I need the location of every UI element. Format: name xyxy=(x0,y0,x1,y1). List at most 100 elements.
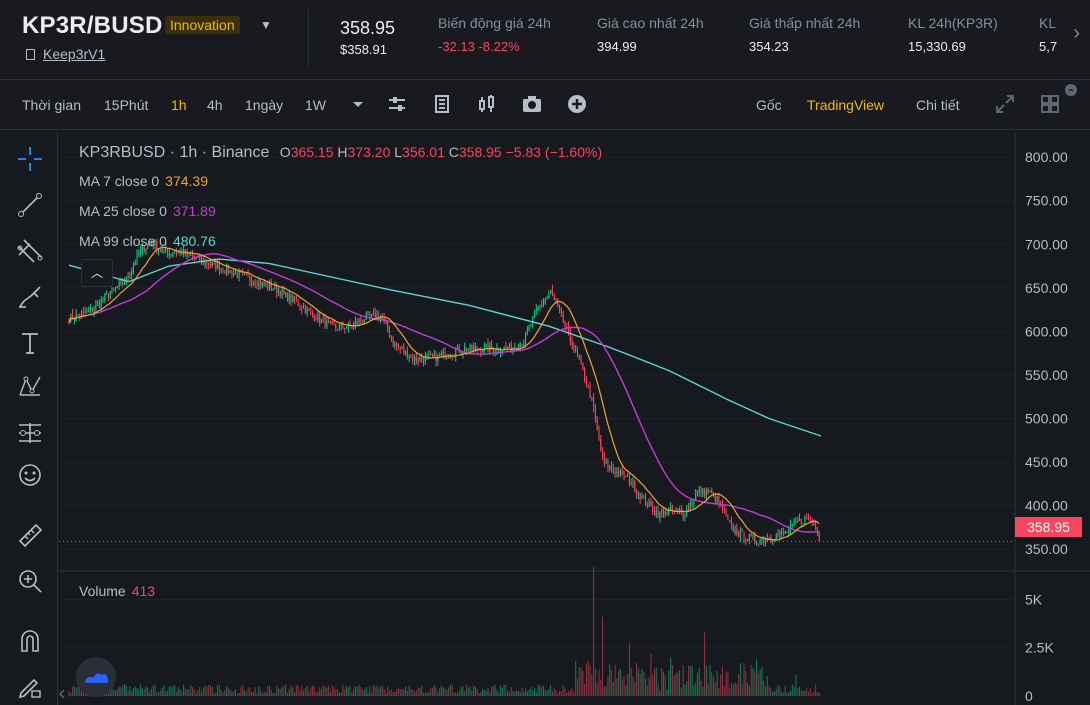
view-original-tab[interactable]: Gốc xyxy=(756,97,782,113)
volume-bar xyxy=(621,679,623,696)
candle-body xyxy=(636,492,638,494)
candle-body xyxy=(211,261,213,266)
ma7-legend[interactable]: MA 7 close 0 374.39 xyxy=(79,173,208,189)
smiley-icon[interactable] xyxy=(16,461,44,489)
tradingview-logo-icon[interactable] xyxy=(76,657,116,697)
candle-body xyxy=(286,292,288,301)
interval-1w[interactable]: 1W xyxy=(305,97,326,113)
volume-bar xyxy=(775,688,777,696)
candle-body xyxy=(514,347,516,349)
volume-bar xyxy=(313,686,315,696)
volume-bar xyxy=(501,687,503,696)
pair-dropdown-icon[interactable]: ▼ xyxy=(260,18,272,32)
more-intervals-dropdown-icon[interactable] xyxy=(347,93,369,115)
volume-bar xyxy=(517,690,519,696)
magnet-icon[interactable] xyxy=(16,627,44,655)
chart-area[interactable]: 800.00 750.00 700.00 650.00 600.00 550.00 500.… xyxy=(57,131,1090,705)
candle-body xyxy=(319,314,321,323)
trend-line-icon[interactable] xyxy=(16,191,44,219)
camera-icon[interactable] xyxy=(521,93,543,115)
candle-body xyxy=(473,347,475,351)
volume-bar xyxy=(217,684,219,696)
pattern-tool-icon[interactable] xyxy=(16,373,44,401)
view-depth-tab[interactable]: Chi tiết xyxy=(916,97,960,113)
volume-bar xyxy=(426,693,428,696)
candle-body xyxy=(113,288,115,290)
candle-body xyxy=(684,516,686,519)
low-value: 356.01 xyxy=(402,144,445,160)
volume-bar xyxy=(575,661,577,696)
volume-bar xyxy=(79,686,81,696)
volume-bar xyxy=(442,687,444,696)
interval-15m[interactable]: 15Phút xyxy=(104,97,149,113)
candle-body xyxy=(653,510,656,514)
token-info-link[interactable]: Keep3rV1 xyxy=(26,46,105,62)
candle-body xyxy=(566,326,568,328)
interval-4h[interactable]: 4h xyxy=(207,97,223,113)
volume-bar xyxy=(804,690,806,696)
volume-bar xyxy=(360,687,362,696)
pair-title[interactable]: KP3R/BUSD xyxy=(22,12,163,39)
candle-body xyxy=(736,528,738,535)
volume-bar xyxy=(711,672,713,696)
brush-icon[interactable] xyxy=(16,283,44,311)
volume-bar xyxy=(403,689,405,696)
chevron-right-icon[interactable]: › xyxy=(1073,22,1080,44)
candle-body xyxy=(233,273,235,275)
view-tradingview-tab[interactable]: TradingView xyxy=(807,97,885,113)
candle-body xyxy=(677,509,679,511)
candle-body xyxy=(335,323,337,328)
add-plus-icon[interactable] xyxy=(566,93,588,115)
zoom-in-icon[interactable] xyxy=(16,567,44,595)
candle-body xyxy=(646,506,648,508)
candle-body xyxy=(571,341,573,348)
volume-bar xyxy=(505,684,507,696)
ma25-legend[interactable]: MA 25 close 0 371.89 xyxy=(79,203,216,219)
innovation-badge[interactable]: Innovation xyxy=(165,16,240,34)
price-chart[interactable]: 800.00 750.00 700.00 650.00 600.00 550.00 500.… xyxy=(59,131,1090,705)
candle-body xyxy=(337,328,339,330)
volume-bar xyxy=(498,692,500,696)
volume-bar xyxy=(763,680,765,696)
token-name[interactable]: Keep3rV1 xyxy=(43,46,106,62)
fullscreen-icon[interactable] xyxy=(994,93,1016,115)
candlestick-type-icon[interactable] xyxy=(476,93,498,115)
volume-bar xyxy=(587,660,589,696)
chart-settings-icon[interactable] xyxy=(386,93,408,115)
volume-bar xyxy=(111,688,113,696)
volume-bar xyxy=(165,691,167,696)
volume-bar xyxy=(268,685,271,696)
layout-grid-icon[interactable] xyxy=(1039,93,1061,115)
volume-bar xyxy=(197,689,199,696)
candle-body xyxy=(705,490,707,497)
candle-body xyxy=(576,350,579,356)
text-tool-icon[interactable] xyxy=(16,329,44,357)
crosshair-icon[interactable] xyxy=(16,145,44,173)
volume-bar xyxy=(816,692,818,696)
candle-body xyxy=(462,351,464,354)
prediction-tool-icon[interactable] xyxy=(16,419,44,447)
lock-drawing-icon[interactable] xyxy=(16,671,44,699)
volume-bar xyxy=(190,685,192,696)
ma99-legend[interactable]: MA 99 close 0 480.76 xyxy=(79,233,216,249)
volume-bar xyxy=(695,682,697,696)
candle-body xyxy=(754,535,756,542)
volume-bar xyxy=(251,691,253,696)
collapse-legend-button[interactable]: ︿ xyxy=(81,259,113,287)
candle-body xyxy=(199,255,201,262)
interval-1h[interactable]: 1h xyxy=(171,97,187,113)
candle-body xyxy=(93,308,95,313)
volume-bar xyxy=(657,683,659,696)
close-panel-icon[interactable] xyxy=(1064,83,1078,97)
interval-1d[interactable]: 1ngày xyxy=(245,97,284,113)
candle-body xyxy=(150,242,152,244)
indicators-icon[interactable] xyxy=(431,93,453,115)
candle-body xyxy=(200,259,203,261)
volume-bar xyxy=(503,684,505,696)
fib-tools-icon[interactable] xyxy=(16,237,44,265)
candle-body xyxy=(618,471,620,476)
ruler-icon[interactable] xyxy=(16,521,44,549)
scroll-left-icon[interactable] xyxy=(57,687,67,701)
volume-bar xyxy=(813,691,815,696)
volume-bar xyxy=(523,691,525,696)
